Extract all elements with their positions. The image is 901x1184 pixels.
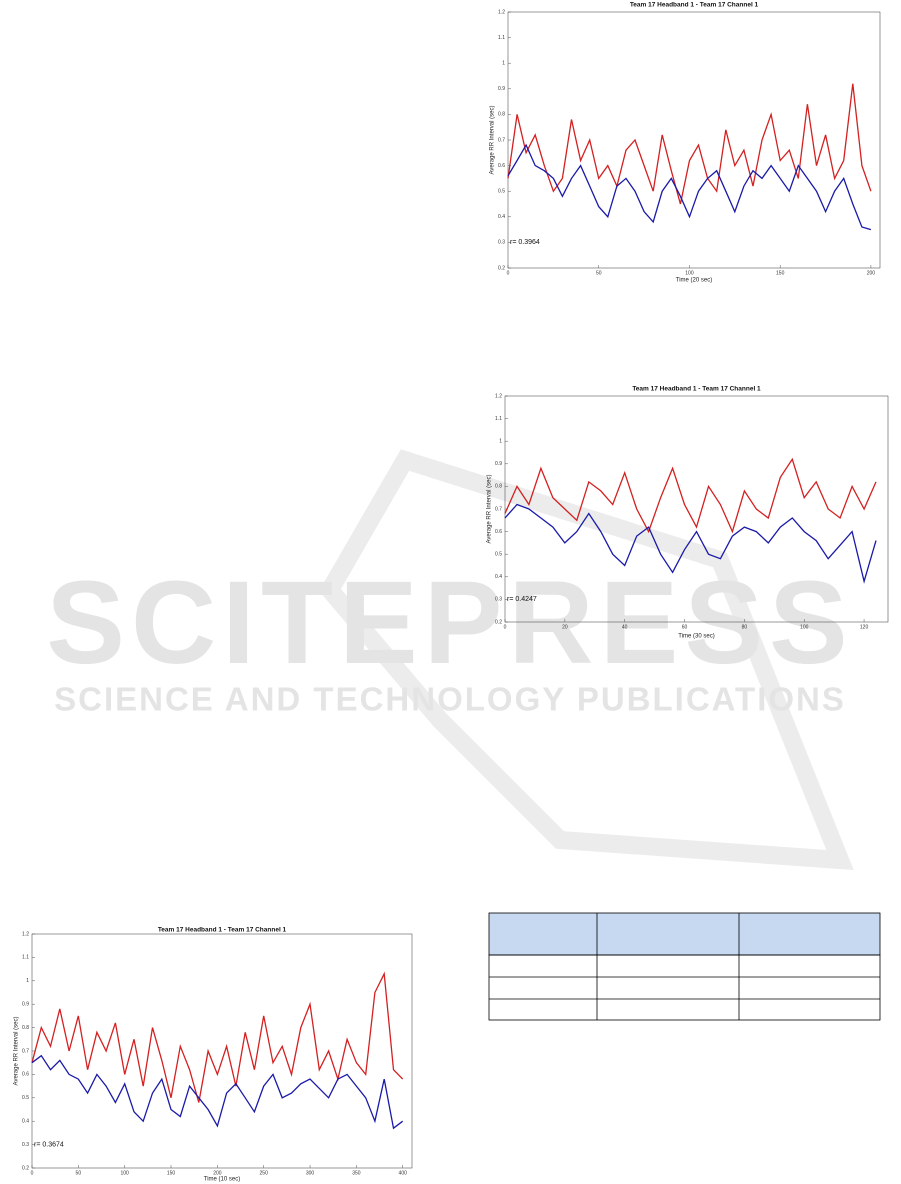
x-tick-label: 20 <box>562 624 568 630</box>
table-body <box>488 954 881 1021</box>
y-axis-label: Average RR Interval (sec) <box>14 1017 20 1086</box>
y-tick-label: 0.3 <box>495 597 502 603</box>
y-tick-label: 0.6 <box>498 163 505 169</box>
y-axis-label: Average RR Interval (sec) <box>490 106 496 175</box>
x-tick-label: 80 <box>742 624 748 630</box>
x-tick-label: 0 <box>31 1170 34 1176</box>
x-tick-label: 150 <box>776 270 785 276</box>
series-line <box>31 1054 404 1130</box>
y-axis-label: Average RR Interval (sec) <box>487 475 493 544</box>
x-tick-label: 150 <box>167 1170 176 1176</box>
y-tick-label: 0.7 <box>22 1048 29 1054</box>
y-tick-label: 0.9 <box>22 1002 29 1008</box>
y-tick-label: 0.8 <box>498 112 505 118</box>
annotation: r= 0.3674 <box>34 1141 64 1148</box>
y-tick-label: 0.6 <box>22 1072 29 1078</box>
y-tick-label: 0.7 <box>498 137 505 143</box>
y-tick-label: 0.9 <box>498 86 505 92</box>
y-tick-label: 0.4 <box>498 214 505 220</box>
x-axis-label: Time (10 sec) <box>204 1177 240 1183</box>
x-tick-label: 120 <box>860 624 869 630</box>
x-tick-label: 350 <box>352 1170 361 1176</box>
series-line <box>507 143 872 231</box>
x-tick-label: 250 <box>260 1170 269 1176</box>
y-tick-label: 0.5 <box>495 552 502 558</box>
chart-title: Team 17 Headband 1 - Team 17 Channel 1 <box>630 2 759 9</box>
series-line <box>504 457 877 534</box>
y-tick-label: 0.3 <box>22 1142 29 1148</box>
y-tick-label: 0.9 <box>495 461 502 467</box>
table <box>488 912 881 1021</box>
watermark-title: SCITEPRESS <box>46 557 854 689</box>
chart-title: Team 17 Headband 1 - Team 17 Channel 1 <box>632 386 761 393</box>
y-tick-label: 1 <box>26 978 29 984</box>
chart: 0.2 0.3 0.4 0.5 0.6 0.7 0.8 0.9 1 1.1 1.2 0 50 100 150… <box>490 2 881 284</box>
x-tick-label: 200 <box>867 270 876 276</box>
series-line <box>504 503 877 584</box>
x-tick-label: 400 <box>399 1170 408 1176</box>
x-tick-label: 100 <box>121 1170 130 1176</box>
x-tick-label: 0 <box>504 624 507 630</box>
plot-area <box>31 933 413 1169</box>
x-tick-label: 100 <box>800 624 809 630</box>
y-tick-label: 0.8 <box>22 1025 29 1031</box>
x-tick-label: 0 <box>507 270 510 276</box>
x-tick-label: 50 <box>76 1170 82 1176</box>
series-line <box>507 83 872 205</box>
annotation: r= 0.3964 <box>510 239 540 246</box>
y-tick-label: 0.2 <box>495 619 502 625</box>
x-tick-label: 50 <box>596 270 602 276</box>
table-header <box>488 912 881 956</box>
y-tick-label: 0.4 <box>495 574 502 580</box>
y-tick-label: 0.7 <box>495 506 502 512</box>
y-tick-label: 0.6 <box>495 529 502 535</box>
watermark: SCITEPRESS SCIENCE AND TECHNOLOGY PUBLIC… <box>46 449 854 871</box>
y-tick-label: 0.4 <box>22 1119 29 1125</box>
y-tick-label: 1.2 <box>22 931 29 937</box>
x-tick-label: 300 <box>306 1170 315 1176</box>
y-tick-label: 0.5 <box>22 1095 29 1101</box>
y-tick-label: 0.2 <box>22 1165 29 1171</box>
x-axis-label: Time (30 sec) <box>678 634 714 640</box>
y-tick-label: 1 <box>502 61 505 67</box>
x-tick-label: 60 <box>682 624 688 630</box>
series-line <box>31 971 404 1103</box>
chart-title: Team 17 Headband 1 - Team 17 Channel 1 <box>158 927 287 934</box>
x-tick-label: 40 <box>622 624 628 630</box>
y-tick-label: 0.8 <box>495 484 502 490</box>
chart: 0.2 0.3 0.4 0.5 0.6 0.7 0.8 0.9 1 1.1 1.2 0 20 40 60 80… <box>487 386 889 640</box>
x-tick-label: 200 <box>213 1170 222 1176</box>
watermark-subtitle: SCIENCE AND TECHNOLOGY PUBLICATIONS <box>54 681 846 718</box>
y-tick-label: 1.2 <box>498 9 505 15</box>
y-tick-label: 1.1 <box>498 35 505 41</box>
y-tick-label: 1.1 <box>22 955 29 961</box>
chart: 0.2 0.3 0.4 0.5 0.6 0.7 0.8 0.9 1 1.1 1.2 0 50 100 150… <box>14 927 413 1183</box>
y-tick-label: 0.2 <box>498 265 505 271</box>
x-axis-label: Time (20 sec) <box>676 278 712 284</box>
y-tick-label: 1.2 <box>495 393 502 399</box>
y-tick-label: 0.5 <box>498 189 505 195</box>
annotation: r= 0.4247 <box>507 596 537 603</box>
y-tick-label: 1.1 <box>495 416 502 422</box>
watermark-logo <box>319 449 854 871</box>
y-tick-label: 0.3 <box>498 240 505 246</box>
y-tick-label: 1 <box>499 439 502 445</box>
x-tick-label: 100 <box>685 270 694 276</box>
